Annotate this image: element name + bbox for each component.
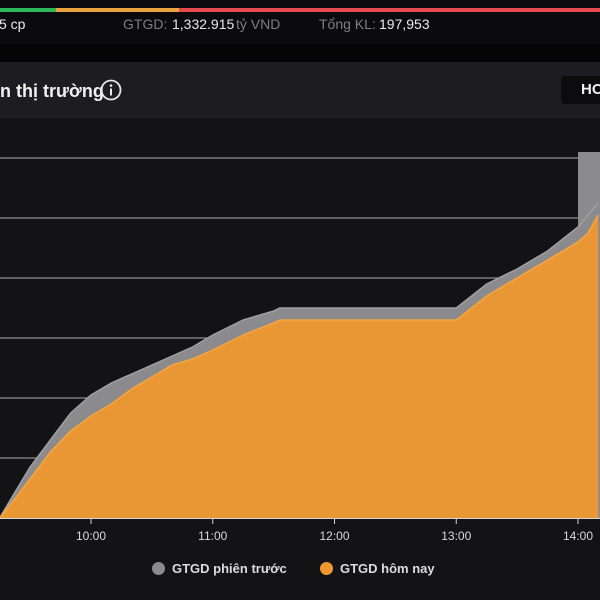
x-axis-tick-label: 10:00 [76, 529, 106, 543]
trading-value: 1,332.915 [172, 16, 235, 32]
x-axis-tick-label: 11:00 [198, 529, 227, 543]
chart-header: n thị trường HOSE [0, 62, 600, 118]
trading-value-chart: 10:00 11:00 12:00 13:00 14:00 [0, 152, 600, 543]
legend-swatch [152, 562, 165, 576]
chart-title: n thị trường [0, 81, 104, 101]
x-axis-tick-label: 13:00 [441, 529, 471, 543]
market-stats: 5 cp GTGD: 1,332.915 tỷ VND Tổng KL: 197… [0, 16, 600, 34]
shares-count-fragment: 5 cp [0, 16, 26, 32]
legend-label: GTGD hôm nay [340, 561, 435, 577]
trading-value-label: GTGD: [123, 16, 168, 32]
exchange-select-button[interactable]: HOSE [561, 76, 600, 104]
legend-swatch [320, 562, 333, 576]
market-summary-bar: 5 cp GTGD: 1,332.915 tỷ VND Tổng KL: 197… [0, 0, 600, 44]
series-line-previous-session [0, 202, 599, 519]
breadth-unchanged-segment [55, 8, 179, 12]
legend-label: GTGD phiên trước [172, 561, 287, 577]
legend-item[interactable]: GTGD hôm nay [320, 560, 435, 576]
series-line-today [0, 214, 599, 519]
trading-value-unit: tỷ VND [236, 16, 281, 32]
x-axis-tick-label: 14:00 [563, 529, 593, 543]
legend-item[interactable]: GTGD phiên trước [152, 560, 287, 576]
market-breadth-bar [0, 8, 600, 12]
chart-legend: GTGD phiên trước GTGD hôm nay [0, 560, 600, 584]
total-volume: 197,953 [379, 16, 430, 32]
breadth-advancing-segment [0, 8, 56, 12]
breadth-declining-segment [178, 8, 600, 12]
series-area-today [0, 215, 599, 518]
section-divider [0, 44, 600, 62]
info-circle-icon[interactable] [100, 79, 122, 101]
total-volume-label: Tổng KL: [319, 16, 376, 32]
x-axis-tick-label: 12:00 [319, 529, 349, 543]
